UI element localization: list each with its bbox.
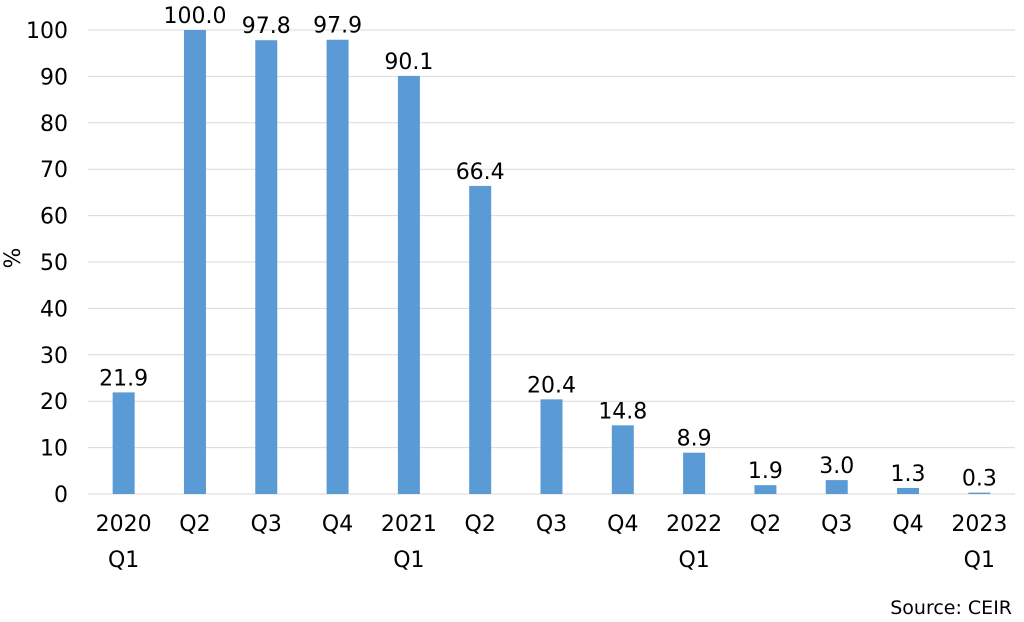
data-label: 8.9 [677, 427, 712, 452]
y-tick-label: 20 [40, 390, 68, 415]
bar [825, 480, 848, 494]
bar [112, 392, 135, 494]
x-tick-label: Q1 [678, 548, 709, 573]
x-tick-label: Q2 [465, 512, 496, 537]
data-label: 100.0 [163, 4, 226, 29]
y-tick-label: 30 [40, 344, 68, 369]
x-tick-label: 2023 [951, 512, 1007, 537]
y-tick-label: 0 [54, 483, 68, 508]
bar [754, 485, 777, 494]
x-tick-label: Q2 [750, 512, 781, 537]
data-label: 21.9 [99, 366, 148, 391]
source-note: Source: CEIR [890, 597, 1012, 619]
data-label: 1.9 [748, 459, 783, 484]
data-label: 97.8 [242, 14, 291, 39]
y-tick-label: 80 [40, 112, 68, 137]
data-label: 0.3 [962, 467, 997, 492]
x-tick-label: Q3 [536, 512, 567, 537]
y-axis-tick-labels: 0 10 20 30 40 50 60 70 80 90 100 [26, 19, 68, 508]
bar [540, 399, 563, 494]
x-tick-label: Q2 [179, 512, 210, 537]
y-axis-title: % [1, 248, 26, 269]
data-label: 1.3 [891, 462, 926, 487]
y-tick-label: 40 [40, 297, 68, 322]
data-label: 66.4 [456, 160, 505, 185]
x-tick-label: Q3 [821, 512, 852, 537]
bar [255, 40, 278, 494]
bar [397, 75, 420, 494]
x-tick-label: 2020 [96, 512, 152, 537]
y-tick-label: 60 [40, 205, 68, 230]
x-tick-label: Q4 [322, 512, 353, 537]
bar [326, 39, 349, 495]
x-tick-label: Q3 [251, 512, 282, 537]
data-label: 97.9 [313, 14, 362, 39]
gridlines [88, 29, 1015, 495]
data-label: 20.4 [527, 373, 576, 398]
y-tick-label: 10 [40, 437, 68, 462]
bar [469, 185, 492, 495]
data-label: 14.8 [598, 399, 647, 424]
bars [112, 30, 991, 495]
x-tick-label: Q1 [393, 548, 424, 573]
x-tick-label: Q1 [108, 548, 139, 573]
x-axis-tick-labels: 2020 Q1 Q2 Q3 Q4 2021 Q1 Q2 Q3 Q4 2022 Q1 Q2 Q3 Q4 2023… [96, 512, 1008, 573]
y-tick-label: 90 [40, 65, 68, 90]
bar [897, 487, 920, 494]
bar [611, 425, 634, 494]
x-tick-label: Q4 [892, 512, 923, 537]
y-tick-label: 100 [26, 19, 68, 44]
y-tick-label: 50 [40, 251, 68, 276]
y-tick-label: 70 [40, 158, 68, 183]
data-labels: 21.9 100.0 97.8 97.9 90.1 66.4 20.4 14.8 8.9 1.9 3… [99, 4, 997, 492]
x-tick-label: 2022 [666, 512, 722, 537]
x-tick-label: 2021 [381, 512, 437, 537]
x-tick-label: Q4 [607, 512, 638, 537]
bar [683, 452, 706, 494]
data-label: 90.1 [384, 50, 433, 75]
bar [968, 492, 991, 494]
x-tick-label: Q1 [964, 548, 995, 573]
bar [183, 30, 206, 494]
data-label: 3.0 [819, 454, 854, 479]
